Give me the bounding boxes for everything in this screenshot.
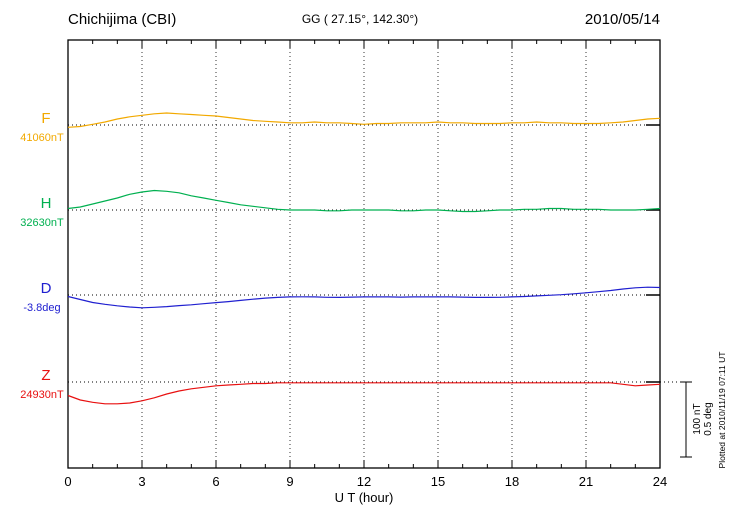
- x-tick-label-24: 24: [653, 474, 667, 489]
- station-title: Chichijima (CBI): [68, 11, 176, 28]
- scalebar-label-nT: 100 nT: [692, 403, 703, 434]
- x-tick-label-12: 12: [357, 474, 371, 489]
- x-tick-label-3: 3: [138, 474, 145, 489]
- plotted-at-note: Plotted at 2010/11/19 07:11 UT: [717, 352, 727, 469]
- x-tick-label-18: 18: [505, 474, 519, 489]
- baseline-value-Z: 24930nT: [20, 389, 64, 401]
- baseline-value-F: 41060nT: [20, 132, 64, 144]
- series-label-F: F: [41, 110, 50, 127]
- x-axis-title: U T (hour): [335, 490, 394, 505]
- x-tick-label-0: 0: [64, 474, 71, 489]
- series-label-Z: Z: [41, 367, 50, 384]
- trace-H: [67, 189, 661, 213]
- x-tick-label-21: 21: [579, 474, 593, 489]
- date-label: 2010/05/14: [585, 11, 660, 28]
- series-label-D: D: [41, 280, 52, 297]
- geographic-coords: GG ( 27.15°, 142.30°): [302, 12, 418, 26]
- baseline-value-H: 32630nT: [20, 217, 64, 229]
- series-label-H: H: [41, 195, 52, 212]
- x-tick-label-15: 15: [431, 474, 445, 489]
- baseline-value-D: -3.8deg: [23, 302, 60, 314]
- scalebar-label-deg: 0.5 deg: [703, 402, 714, 435]
- x-tick-label-9: 9: [286, 474, 293, 489]
- trace-F: [67, 112, 661, 128]
- x-tick-label-6: 6: [212, 474, 219, 489]
- trace-D: [67, 286, 661, 309]
- trace-Z: [67, 382, 661, 405]
